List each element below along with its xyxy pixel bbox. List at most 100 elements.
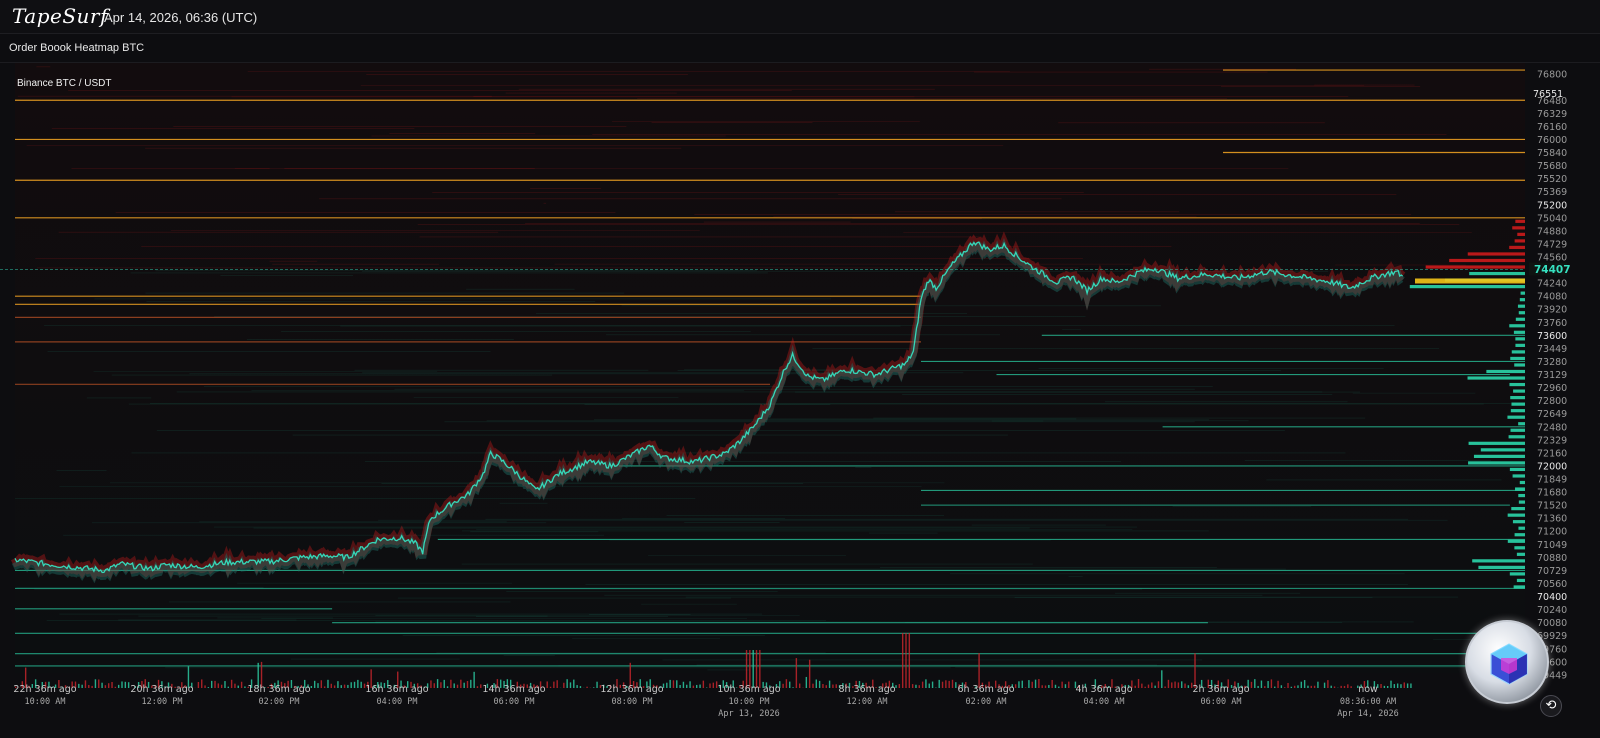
current-datetime: Apr 14, 2026, 06:36 (UTC) xyxy=(104,10,258,25)
volume-bar xyxy=(652,684,655,688)
volume-bar xyxy=(1307,685,1309,688)
volume-bar xyxy=(1323,682,1326,688)
volume-bar xyxy=(752,650,754,688)
price-tick-label: 74560 xyxy=(1537,252,1567,263)
volume-bar xyxy=(147,681,150,688)
volume-bar xyxy=(1393,684,1396,688)
volume-bar xyxy=(659,686,661,688)
volume-bar xyxy=(579,686,582,688)
bid-profile-bar xyxy=(1469,271,1525,276)
volume-bar xyxy=(715,681,718,688)
volume-bar xyxy=(785,679,788,688)
volume-bar xyxy=(709,683,711,688)
bid-profile-bar xyxy=(1467,376,1525,380)
volume-bar xyxy=(473,671,475,688)
heatmap-plot-area[interactable] xyxy=(15,63,1525,673)
bid-profile-bar xyxy=(1512,474,1525,478)
volume-bar xyxy=(765,682,768,688)
volume-bar xyxy=(612,686,615,688)
price-tick-label: 75040 xyxy=(1537,213,1567,224)
volume-bar xyxy=(486,683,489,688)
refresh-button[interactable]: ⟲ xyxy=(1540,695,1562,717)
volume-bar xyxy=(832,684,834,688)
time-tick-clock: 08:00 PM xyxy=(612,697,653,707)
volume-bar xyxy=(1293,685,1296,688)
volume-bar xyxy=(602,684,605,688)
volume-bar xyxy=(426,683,429,688)
volume-bar xyxy=(307,684,309,688)
volume-bar xyxy=(941,681,944,688)
volume-bar xyxy=(1184,683,1186,688)
volume-bar xyxy=(397,671,399,688)
volume-bar xyxy=(277,680,279,688)
order-book-heatmap[interactable]: 76800 76480 76329 76160 76000 75840 75680 75520… xyxy=(0,63,1600,738)
volume-bar xyxy=(1410,683,1412,688)
volume-bar xyxy=(164,686,166,688)
volume-bar xyxy=(882,683,884,688)
volume-bar xyxy=(905,633,907,688)
volume-bar xyxy=(174,686,176,688)
volume-bar xyxy=(1264,686,1266,688)
brand-badge xyxy=(1465,620,1549,704)
volume-bar xyxy=(108,683,110,688)
volume-bar xyxy=(1177,682,1180,688)
volume-bar xyxy=(526,684,528,688)
volume-bar xyxy=(61,687,63,688)
volume-bar xyxy=(908,633,911,688)
volume-bar xyxy=(506,679,509,688)
volume-bar xyxy=(838,685,841,688)
bid-profile-bar xyxy=(1515,337,1525,341)
price-axis: 76800 76480 76329 76160 76000 75840 75680 75520… xyxy=(1529,70,1571,681)
time-tick-clock: 04:00 PM xyxy=(377,697,418,707)
bid-profile-bar xyxy=(1518,526,1525,530)
time-tick-label: 12h 36m ago xyxy=(600,684,663,695)
price-tick-label: 73920 xyxy=(1537,305,1567,316)
bid-profile-bar xyxy=(1513,389,1525,393)
volume-bar xyxy=(191,682,193,688)
volume-bar xyxy=(1134,685,1136,688)
volume-bar xyxy=(1313,685,1316,688)
bid-profile-bar xyxy=(1511,402,1525,406)
time-tick-label: 10h 36m ago xyxy=(717,684,780,695)
volume-bar xyxy=(430,680,432,688)
volume-bar xyxy=(267,686,269,688)
volume-bar xyxy=(529,682,532,688)
volume-bar xyxy=(828,680,831,688)
volume-bar xyxy=(599,685,602,688)
volume-bar xyxy=(639,679,641,688)
volume-bar xyxy=(566,679,568,688)
volume-bar xyxy=(958,684,960,688)
app-logo[interactable]: TapeSurf xyxy=(12,4,108,28)
volume-bar xyxy=(393,684,396,688)
volume-bar xyxy=(121,681,123,688)
peak-liquidity-bar xyxy=(1415,278,1525,284)
volume-bar xyxy=(1390,680,1392,688)
price-tick-label: 70729 xyxy=(1537,566,1567,577)
time-tick-clock: 10:00 AM xyxy=(25,697,66,707)
time-tick-clock: 02:00 AM xyxy=(966,697,1007,707)
heatmap-texture xyxy=(15,66,1511,671)
volume-bar xyxy=(98,679,100,688)
bid-halo xyxy=(11,238,1405,584)
volume-bar xyxy=(327,679,329,688)
volume-bar xyxy=(775,684,778,688)
volume-bar xyxy=(945,680,947,688)
volume-bar xyxy=(1247,679,1249,688)
volume-bar xyxy=(1154,685,1156,688)
volume-bar xyxy=(702,680,705,688)
volume-bar xyxy=(1200,679,1203,688)
volume-bar xyxy=(333,685,336,688)
price-line xyxy=(14,241,1404,574)
volume-bar xyxy=(1038,679,1040,688)
volume-bar xyxy=(835,684,837,688)
volume-bar xyxy=(1250,681,1253,688)
volume-bar xyxy=(739,685,741,688)
volume-bar xyxy=(1101,685,1103,688)
bid-profile-bar xyxy=(1513,585,1525,589)
volume-bar xyxy=(901,633,904,688)
volume-bar xyxy=(682,681,685,688)
volume-bar xyxy=(845,683,847,688)
volume-bar xyxy=(1068,681,1070,688)
volume-bar xyxy=(1396,683,1399,688)
price-tick-label: 71200 xyxy=(1537,527,1567,538)
